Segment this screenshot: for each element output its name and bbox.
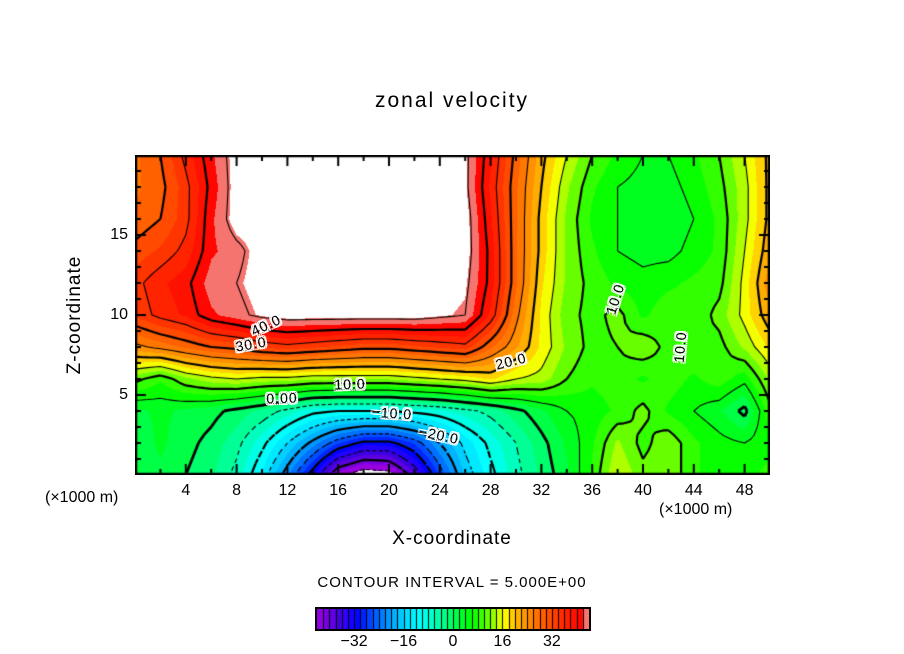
- x-tick-label: 16: [329, 482, 348, 499]
- x-tick-label: 48: [735, 482, 754, 499]
- colorbar-tick-label: 32: [543, 633, 561, 650]
- x-axis-label: X-coordinate: [392, 528, 512, 549]
- x-unit-left: (×1000 m): [45, 489, 119, 506]
- contour-field-canvas: [135, 155, 770, 475]
- colorbar: [315, 607, 591, 631]
- plot-title: zonal velocity: [374, 89, 530, 112]
- x-tick-label: 32: [532, 482, 551, 499]
- contour-value-label: 10.0: [333, 375, 366, 393]
- x-tick-label: 44: [684, 482, 703, 499]
- z-tick-label: 5: [119, 386, 128, 403]
- colorbar-tick-label: −16: [389, 633, 418, 650]
- x-tick-label: 8: [232, 482, 242, 499]
- z-tick-label: 10: [110, 306, 128, 323]
- x-tick-label: 36: [583, 482, 602, 499]
- colorbar-tick-label: 16: [493, 633, 512, 650]
- contour-value-label: 10.0: [670, 330, 690, 364]
- plot-area: 40.0 30.0 20.0 10.0 0.00 −10.0 −20.0 10.0 10.0: [135, 155, 770, 475]
- colorbar-canvas: [317, 609, 589, 629]
- contour-value-label: −10.0: [370, 403, 413, 422]
- colorbar-tick-label: 0: [448, 633, 458, 650]
- colorbar-tick-label: −32: [340, 633, 368, 650]
- x-tick-label: 24: [430, 482, 449, 499]
- x-tick-label: 12: [278, 482, 297, 499]
- x-tick-label: 20: [380, 482, 398, 499]
- z-tick-label: 15: [110, 226, 128, 243]
- x-tick-label: 4: [181, 482, 191, 499]
- x-tick-label: 40: [634, 482, 652, 499]
- x-unit-right: (×1000 m): [659, 501, 733, 518]
- contour-value-label: 0.00: [266, 389, 299, 407]
- contour-interval-note: CONTOUR INTERVAL = 5.000E+00: [317, 574, 587, 591]
- z-axis-label: Z-coordinate: [64, 255, 85, 375]
- x-tick-label: 28: [481, 482, 500, 499]
